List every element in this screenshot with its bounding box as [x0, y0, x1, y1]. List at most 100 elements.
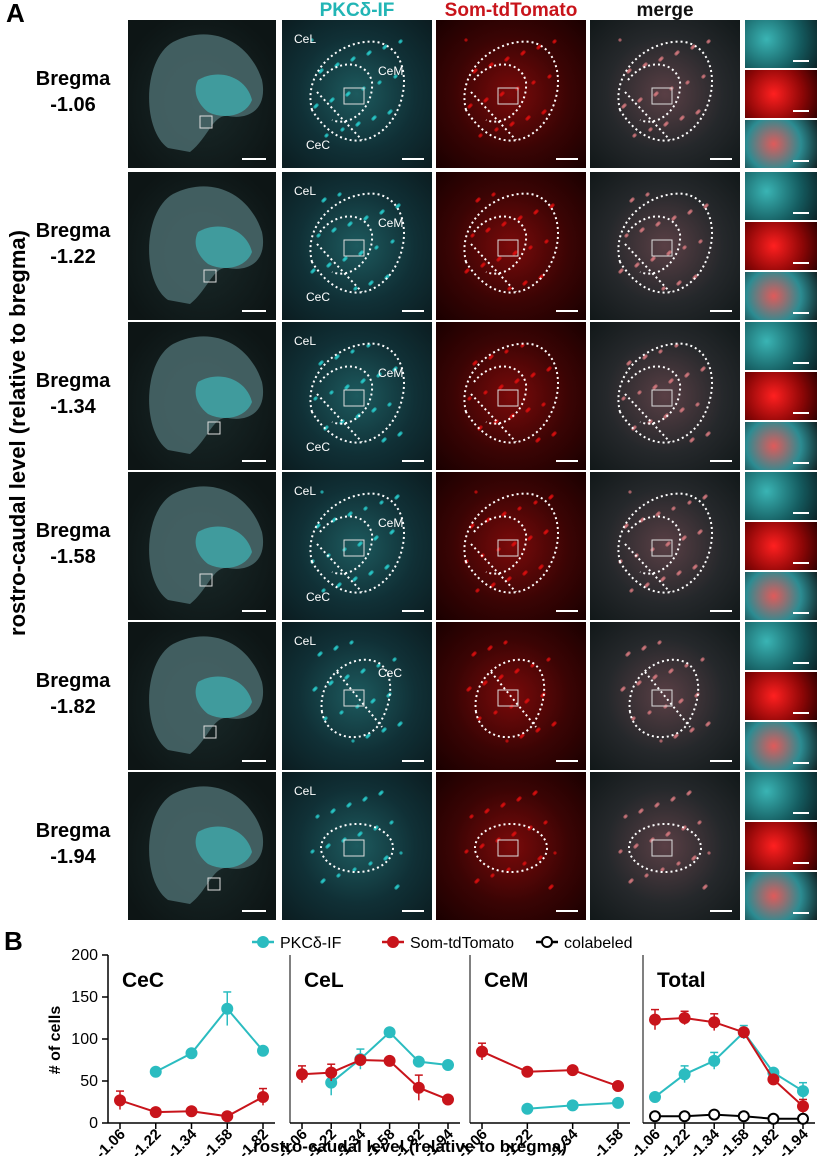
bregma-value: -1.22: [50, 246, 96, 268]
series-line: [654, 1016, 804, 1107]
scale-bar: [793, 662, 809, 664]
slice-image: [128, 472, 276, 620]
region-label: CeL: [294, 634, 317, 648]
cell-count-charts: PKCδ-IF Som-tdTomato colabeled # of cells 0 5…: [47, 935, 815, 1156]
scale-bar: [793, 862, 809, 864]
column-header-som: Som-tdTomato: [444, 0, 578, 21]
scale-bar: [793, 262, 809, 264]
data-point: [296, 1068, 308, 1081]
data-point: [383, 1026, 396, 1039]
bregma-level-label: Bregma -1.06: [18, 66, 128, 118]
data-point: [149, 1106, 162, 1119]
data-point: [737, 1110, 750, 1123]
scale-bar: [793, 60, 809, 62]
som-image: [436, 20, 586, 168]
column-header-pkcd: PKCδ-IF: [319, 0, 395, 21]
panel-a-letter: A: [6, 0, 25, 28]
thumb-som-image: [745, 372, 817, 420]
thumb-som-image: [745, 672, 817, 720]
data-point: [383, 1054, 396, 1067]
x-tick-label: -1.94: [776, 1125, 813, 1156]
data-point: [649, 1013, 661, 1026]
region-label: CeM: [378, 64, 404, 78]
scale-bar: [793, 612, 809, 614]
region-label: CeC: [306, 590, 331, 604]
merge-image: [590, 20, 740, 168]
scale-bar: [793, 212, 809, 214]
legend-marker: [387, 936, 399, 948]
data-point: [412, 1081, 425, 1094]
series-line: [155, 1007, 264, 1073]
region-label: CeL: [294, 334, 317, 348]
bregma-level-label: Bregma -1.82: [18, 668, 128, 720]
merge-image: [590, 472, 740, 620]
chart-title: CeL: [304, 969, 344, 992]
thumb-merge-image: [745, 120, 817, 168]
data-point: [737, 1026, 750, 1039]
scale-bar: [793, 160, 809, 162]
y-tick-label: 0: [89, 1115, 98, 1132]
x-tick-label: -1.58: [591, 1126, 627, 1156]
scale-bar: [793, 762, 809, 764]
x-tick-label: -1.22: [128, 1126, 164, 1156]
som-image: [436, 622, 586, 770]
legend-label: Som-tdTomato: [410, 935, 514, 952]
slice-image: [128, 172, 276, 320]
region-label: CeL: [294, 484, 317, 498]
data-point: [678, 1068, 691, 1081]
region-label: CeM: [378, 216, 404, 230]
y-tick-label: 200: [71, 947, 98, 964]
bregma-value: -1.94: [50, 846, 96, 868]
thumb-pkcd-image: [745, 622, 817, 670]
x-tick-label: -1.06: [93, 1126, 129, 1156]
data-point: [797, 1112, 809, 1125]
som-image: [436, 772, 586, 920]
thumb-merge-image: [745, 272, 817, 320]
bregma-word: Bregma: [35, 820, 111, 842]
thumb-merge-image: [745, 872, 817, 920]
thumb-pkcd-image: [745, 172, 817, 220]
data-point: [612, 1080, 624, 1093]
slice-image: [128, 20, 276, 168]
panel-b-letter: B: [4, 926, 23, 956]
data-point: [185, 1047, 198, 1060]
bregma-word: Bregma: [35, 670, 111, 692]
bregma-level-label: Bregma -1.58: [18, 518, 128, 570]
pkcd-image: CeL CeM CeC: [282, 322, 432, 470]
bregma-value: -1.34: [50, 396, 96, 418]
scale-bar: [793, 712, 809, 714]
data-point: [649, 1090, 661, 1103]
bregma-word: Bregma: [35, 220, 111, 242]
bregma-level-label: Bregma -1.22: [18, 218, 128, 270]
legend-label: PKCδ-IF: [280, 935, 342, 952]
data-point: [185, 1105, 198, 1118]
data-point: [325, 1066, 338, 1079]
region-label: CeC: [306, 138, 331, 152]
scale-bar: [793, 462, 809, 464]
scale-bar: [793, 312, 809, 314]
slice-image: [128, 772, 276, 920]
chart-title: CeM: [484, 969, 528, 992]
chart-title: CeC: [122, 969, 164, 992]
pkcd-image: CeL CeM CeC: [282, 20, 432, 168]
slice-image: [128, 622, 276, 770]
data-point: [412, 1055, 425, 1068]
bregma-word: Bregma: [35, 68, 111, 90]
chart-title: Total: [657, 969, 706, 992]
data-point: [521, 1102, 534, 1115]
data-point: [649, 1110, 661, 1123]
thumb-som-image: [745, 70, 817, 118]
y-tick-label: 100: [71, 1031, 98, 1048]
pkcd-image: CeL CeC: [282, 622, 432, 770]
scale-bar: [793, 912, 809, 914]
data-point: [566, 1064, 579, 1077]
thumb-merge-image: [745, 572, 817, 620]
data-point: [354, 1054, 367, 1066]
x-tick-label: -1.58: [200, 1126, 236, 1156]
data-point: [442, 1059, 454, 1072]
region-label: CeL: [294, 32, 317, 46]
thumb-pkcd-image: [745, 772, 817, 820]
scale-bar: [793, 812, 809, 814]
region-label: CeC: [306, 290, 331, 304]
bregma-value: -1.82: [50, 696, 96, 718]
